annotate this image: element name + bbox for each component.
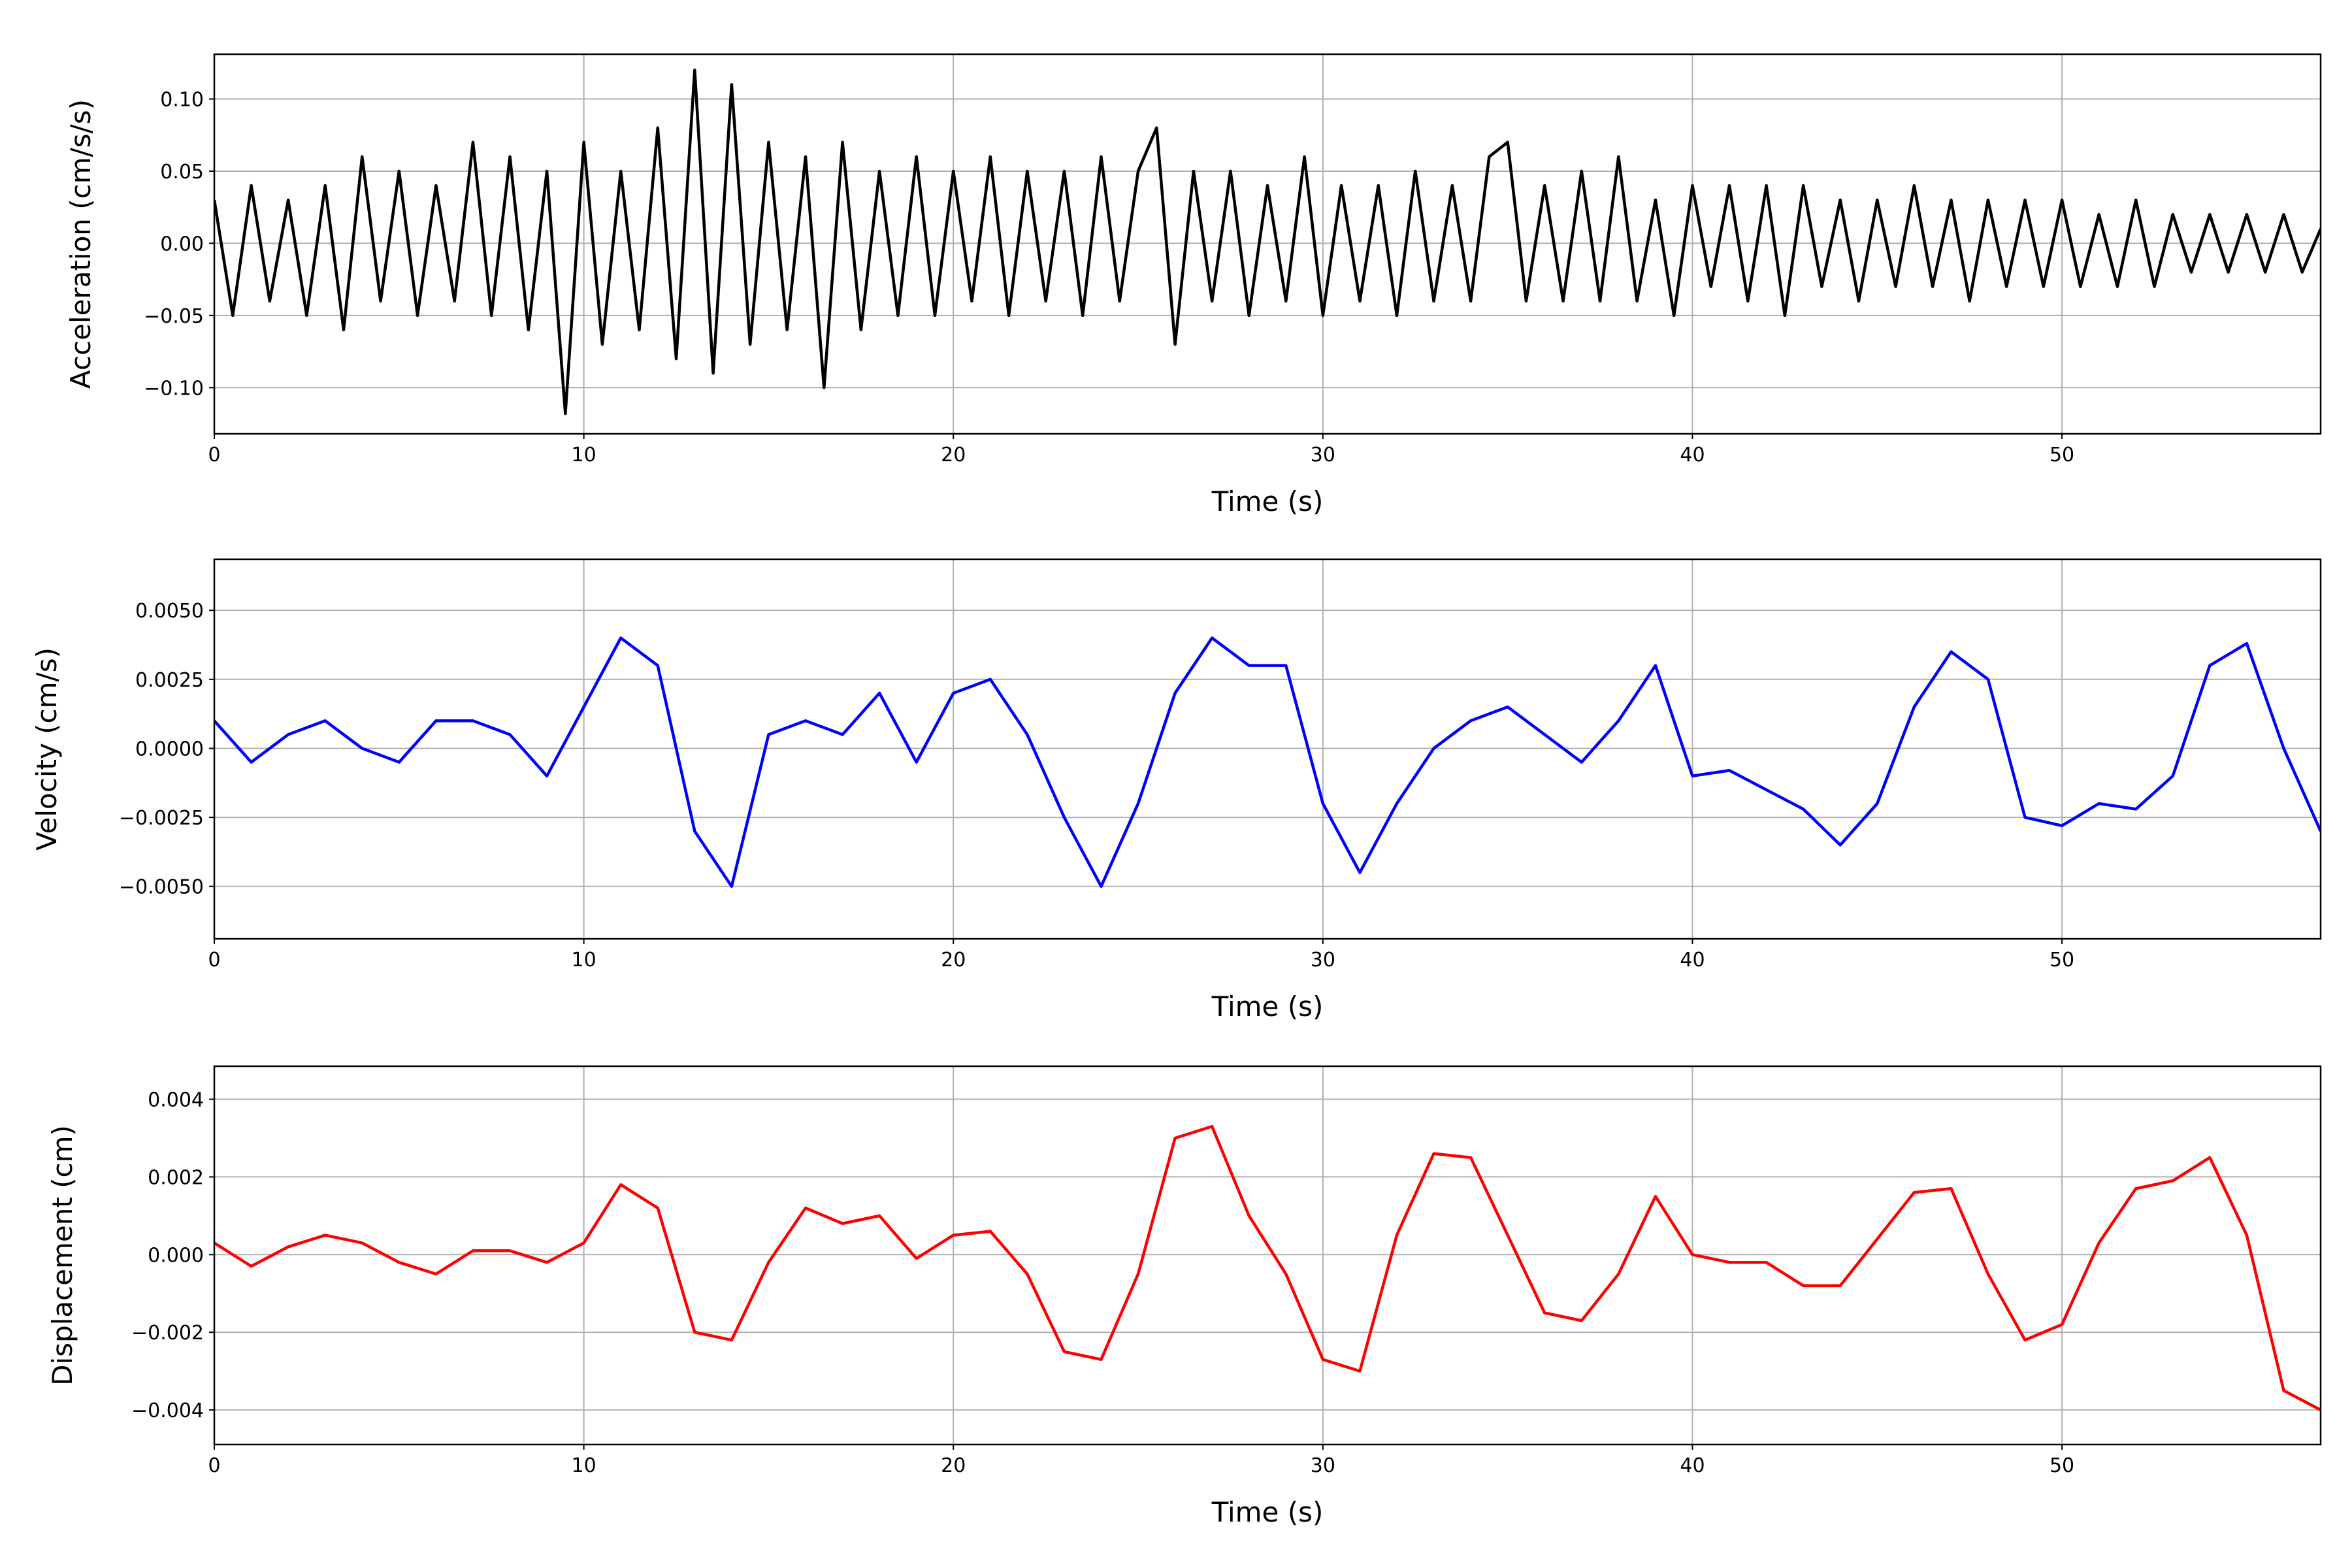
- data-line: [214, 69, 2321, 416]
- y-tick-label: 0.0025: [135, 669, 204, 692]
- y-tick-label: −0.0050: [119, 876, 204, 899]
- x-tick-label: 40: [1680, 444, 1705, 466]
- x-axis-label: Time (s): [1211, 990, 1324, 1022]
- y-tick-label: 0.0000: [135, 738, 204, 760]
- y-tick-label: 0.002: [148, 1166, 204, 1189]
- y-tick-label: −0.004: [131, 1399, 204, 1422]
- x-tick-label: 20: [941, 1454, 966, 1477]
- x-tick-label: 30: [1311, 1454, 1335, 1477]
- subplot: 0 10 20 30 40 50 −0.10 −0.05 0.00 0.05 0.10 Time (s…: [65, 53, 2322, 517]
- x-axis-label: Time (s): [1211, 485, 1324, 517]
- y-tick-label: −0.002: [131, 1322, 204, 1345]
- y-tick-label: 0.0050: [135, 600, 204, 623]
- y-tick-label: 0.00: [160, 233, 204, 255]
- x-tick-label: 20: [941, 949, 966, 972]
- y-tick-label: 0.10: [160, 88, 204, 111]
- x-tick-label: 0: [208, 1454, 220, 1477]
- x-tick-label: 20: [941, 444, 966, 466]
- x-tick-label: 10: [572, 949, 596, 972]
- subplot: 0 10 20 30 40 50 −0.004 −0.002 0.000 0.002 0.004 Ti…: [46, 1065, 2322, 1528]
- x-axis-label: Time (s): [1211, 1496, 1324, 1528]
- x-tick-label: 50: [2050, 444, 2074, 466]
- data-line: [214, 636, 2321, 888]
- y-tick-label: −0.05: [144, 305, 204, 328]
- x-tick-label: 30: [1311, 949, 1335, 972]
- y-tick-label: 0.05: [160, 161, 204, 184]
- x-tick-label: 40: [1680, 949, 1705, 972]
- x-tick-label: 10: [572, 1454, 596, 1477]
- x-tick-label: 30: [1311, 444, 1335, 466]
- x-tick-label: 10: [572, 444, 596, 466]
- axes-frame: [213, 558, 2322, 940]
- x-tick-label: 40: [1680, 1454, 1705, 1477]
- axes-frame: [213, 53, 2322, 435]
- x-tick-label: 0: [208, 949, 220, 972]
- y-tick-label: −0.10: [144, 377, 204, 400]
- y-axis-label: Velocity (cm/s): [31, 647, 63, 851]
- x-tick-label: 0: [208, 444, 220, 466]
- subplot: 0 10 20 30 40 50 −0.0050 −0.0025 0.0000 0.0025 0.0…: [31, 558, 2322, 1022]
- y-axis-label: Displacement (cm): [46, 1125, 78, 1386]
- data-line: [214, 1124, 2321, 1412]
- axes-frame: [213, 1065, 2322, 1446]
- y-tick-label: −0.0025: [119, 807, 204, 830]
- y-tick-label: 0.004: [148, 1089, 204, 1112]
- x-tick-label: 50: [2050, 949, 2074, 972]
- y-axis-label: Acceleration (cm/s/s): [65, 99, 97, 389]
- y-tick-label: 0.000: [148, 1244, 204, 1267]
- x-tick-label: 50: [2050, 1454, 2074, 1477]
